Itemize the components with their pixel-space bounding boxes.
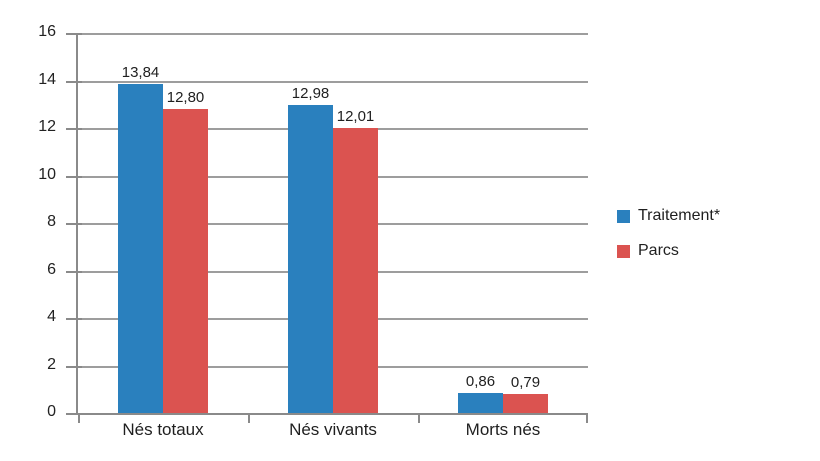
y-axis-tick-label: 0 [47,403,56,421]
y-axis-tick [66,318,82,320]
y-axis-tick [66,270,82,273]
bar-value-label: 12,01 [336,107,375,125]
bar-series-1-cat-1: 13,84 [118,64,163,413]
x-axis-category-label: Morts nés [465,420,541,439]
bar-group-1: 13,84 12,80 [78,33,248,413]
x-axis-tick [78,415,80,423]
y-axis-tick-label: 2 [47,355,56,373]
bar-series-2-cat-1: 12,80 [163,89,208,413]
bar-series-2-cat-2: 12,01 [333,108,378,413]
y-axis-tick [66,128,82,130]
bar-value-label: 12,98 [291,84,330,102]
bar-value-label: 13,84 [121,64,160,82]
y-axis-tick-label: 8 [47,213,56,231]
legend-item-2: Parcs [617,242,720,260]
legend-label: Traitement* [638,207,721,224]
bar-group-2: 12,98 12,01 [248,33,418,413]
bar-value-label: 0,79 [510,374,541,392]
y-axis-tick-label: 10 [38,165,56,183]
y-axis-tick [66,33,82,35]
legend-label: Parcs [638,242,679,259]
bar-series-1-cat-2: 12,98 [288,85,333,413]
y-axis-tick-label: 16 [38,23,56,41]
y-axis-tick [66,223,82,225]
plot-area: 0 2 4 6 8 10 12 14 16 13,84 12,80 Nés totaux 12,98 12… [38,24,588,439]
y-axis-tick [66,365,82,368]
legend: Traitement* Parcs [617,207,720,260]
bar-group-3: 0,86 0,79 [418,33,588,413]
x-axis-tick [418,415,420,423]
y-axis-tick-label: 12 [38,118,56,136]
x-axis-category-label: Nés totaux [122,420,204,439]
bar-series-2-cat-3: 0,79 [503,374,548,413]
y-axis-tick-label: 6 [47,260,56,278]
y-axis-tick [66,175,82,178]
x-axis-tick [586,415,588,423]
gridline [78,80,588,83]
legend-swatch-icon [617,244,630,258]
bar-series-1-cat-3: 0,86 [458,373,503,413]
y-axis-tick-label: 4 [47,308,56,326]
gridline [78,33,588,35]
x-axis-category-label: Nés vivants [289,420,377,439]
y-axis-tick [66,413,82,415]
bar-value-label: 0,86 [465,372,496,390]
legend-swatch-icon [617,209,630,223]
y-axis-tick-label: 14 [38,70,56,88]
y-axis-tick [66,80,82,83]
legend-item-1: Traitement* [617,207,720,225]
x-axis-tick [248,415,250,423]
bar-value-label: 12,80 [166,89,205,106]
